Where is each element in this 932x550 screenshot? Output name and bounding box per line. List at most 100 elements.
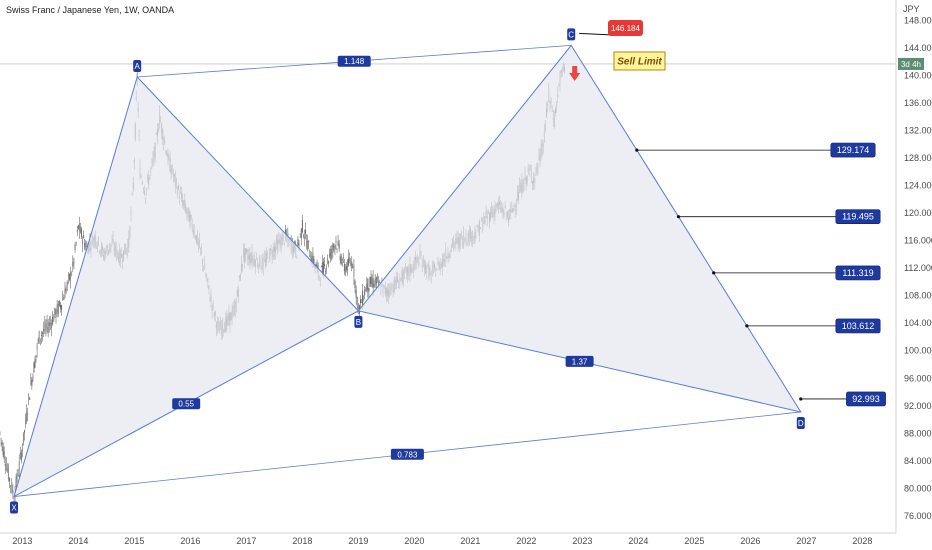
candle-body (297, 238, 299, 246)
candle-body (17, 475, 19, 477)
level-label-119-495: 119.495 (835, 209, 881, 224)
candle-body (372, 277, 374, 288)
candle-body (320, 266, 322, 268)
x-tick-label: 2015 (124, 536, 144, 546)
candle-body (70, 271, 72, 281)
current-price-badge: 3d 4h (898, 57, 924, 70)
callout-pointer (579, 32, 614, 36)
candle-body (46, 319, 48, 327)
x-tick-label: 2024 (628, 536, 648, 546)
sell-limit-text: Sell Limit (617, 57, 662, 68)
candle-body (364, 289, 366, 296)
down-arrow-icon (569, 66, 581, 81)
candle-body (53, 316, 55, 322)
candle-body (346, 266, 347, 271)
chart-title: Swiss Franc / Japanese Yen, 1W, OANDA (6, 5, 175, 15)
x-tick-label: 2014 (68, 536, 88, 546)
candle-body (338, 243, 340, 249)
candle-body (301, 219, 303, 233)
candle-body (328, 261, 330, 264)
y-tick-label: 88.000 (904, 428, 932, 438)
point-label-bg (133, 60, 142, 73)
candle-body (307, 240, 309, 251)
level-label-text: 129.174 (837, 145, 870, 155)
candle-body (11, 481, 13, 492)
point-label-bg (10, 501, 18, 514)
candle-body (356, 297, 358, 308)
level-label-129-174: 129.174 (830, 142, 876, 158)
candle-body (22, 432, 24, 443)
candle-body (298, 242, 300, 246)
price-badge-text: 3d 4h (901, 60, 921, 69)
candle-body (308, 240, 310, 243)
y-tick-label: 84.000 (904, 456, 932, 466)
level-label-bg (835, 265, 881, 281)
candle-body (350, 262, 352, 265)
xab-triangle (13, 76, 360, 498)
candle-body (299, 234, 301, 235)
y-tick-label: 76.000 (904, 511, 932, 521)
y-tick-label: 80.000 (904, 483, 932, 493)
currency-label: JPY (903, 4, 920, 14)
candle-body (33, 362, 35, 373)
x-tick-label: 2018 (292, 536, 312, 546)
candle-body (371, 282, 373, 284)
candle-body (325, 271, 326, 273)
x-tick-label: 2016 (180, 536, 200, 546)
candle-body (370, 276, 372, 284)
candle-body (21, 448, 23, 452)
ratio-label-1-148-text: 1.148 (344, 57, 365, 66)
candle-body (336, 249, 338, 251)
candle-body (42, 332, 44, 335)
candle-body (348, 257, 350, 266)
candle-body (374, 278, 376, 281)
x-tick-label: 2021 (460, 536, 480, 546)
level-label-103-612: 103.612 (835, 318, 881, 334)
ratio-label-1-37-bg (565, 355, 594, 367)
y-tick-label: 104.000 (904, 318, 932, 328)
level-label-text: 103.612 (842, 321, 875, 331)
candle-body (4, 463, 6, 466)
price-callout-bg (608, 20, 643, 36)
candle-body (365, 289, 367, 292)
point-label-bg (796, 416, 805, 429)
candle-body (306, 240, 308, 248)
candle-body (304, 237, 305, 239)
candle-body (373, 283, 375, 288)
level-label-text: 92.993 (852, 394, 880, 404)
candle-body (35, 355, 37, 357)
candle-body (335, 240, 337, 243)
candle-body (83, 235, 85, 239)
candle-body (15, 477, 17, 487)
candle-body (357, 304, 359, 310)
level-label-bg (835, 318, 881, 334)
candle-body (375, 277, 377, 285)
y-tick-label: 148.000 (904, 16, 932, 26)
candle-body (31, 379, 33, 386)
sell-limit-bg (613, 51, 666, 71)
point-label-text: X (11, 504, 17, 513)
candle-body (80, 226, 81, 233)
y-tick-label: 120.000 (904, 208, 932, 218)
price-badge-bg (898, 57, 924, 70)
x-tick-label: 2026 (740, 536, 760, 546)
y-tick-label: 100.000 (904, 346, 932, 356)
pattern-points: X A B C D (10, 28, 805, 514)
candle-body (323, 264, 325, 267)
candle-body (367, 278, 369, 292)
ratio-label-1-148: 1.148 (337, 55, 371, 67)
candle-body (342, 257, 344, 259)
ratio-label-1-37-text: 1.37 (572, 357, 588, 366)
candle-body (82, 239, 84, 245)
candle-body (56, 304, 58, 314)
candle-body (331, 251, 333, 253)
candle-body (47, 326, 49, 333)
sell-limit-price-callout[interactable]: 146.184 (579, 20, 643, 36)
point-label-a: A (133, 60, 142, 73)
candle-body (49, 323, 51, 325)
sell-limit-label: Sell Limit (613, 51, 666, 71)
candle-body (327, 257, 329, 263)
price-callout-text: 146.184 (611, 24, 640, 33)
